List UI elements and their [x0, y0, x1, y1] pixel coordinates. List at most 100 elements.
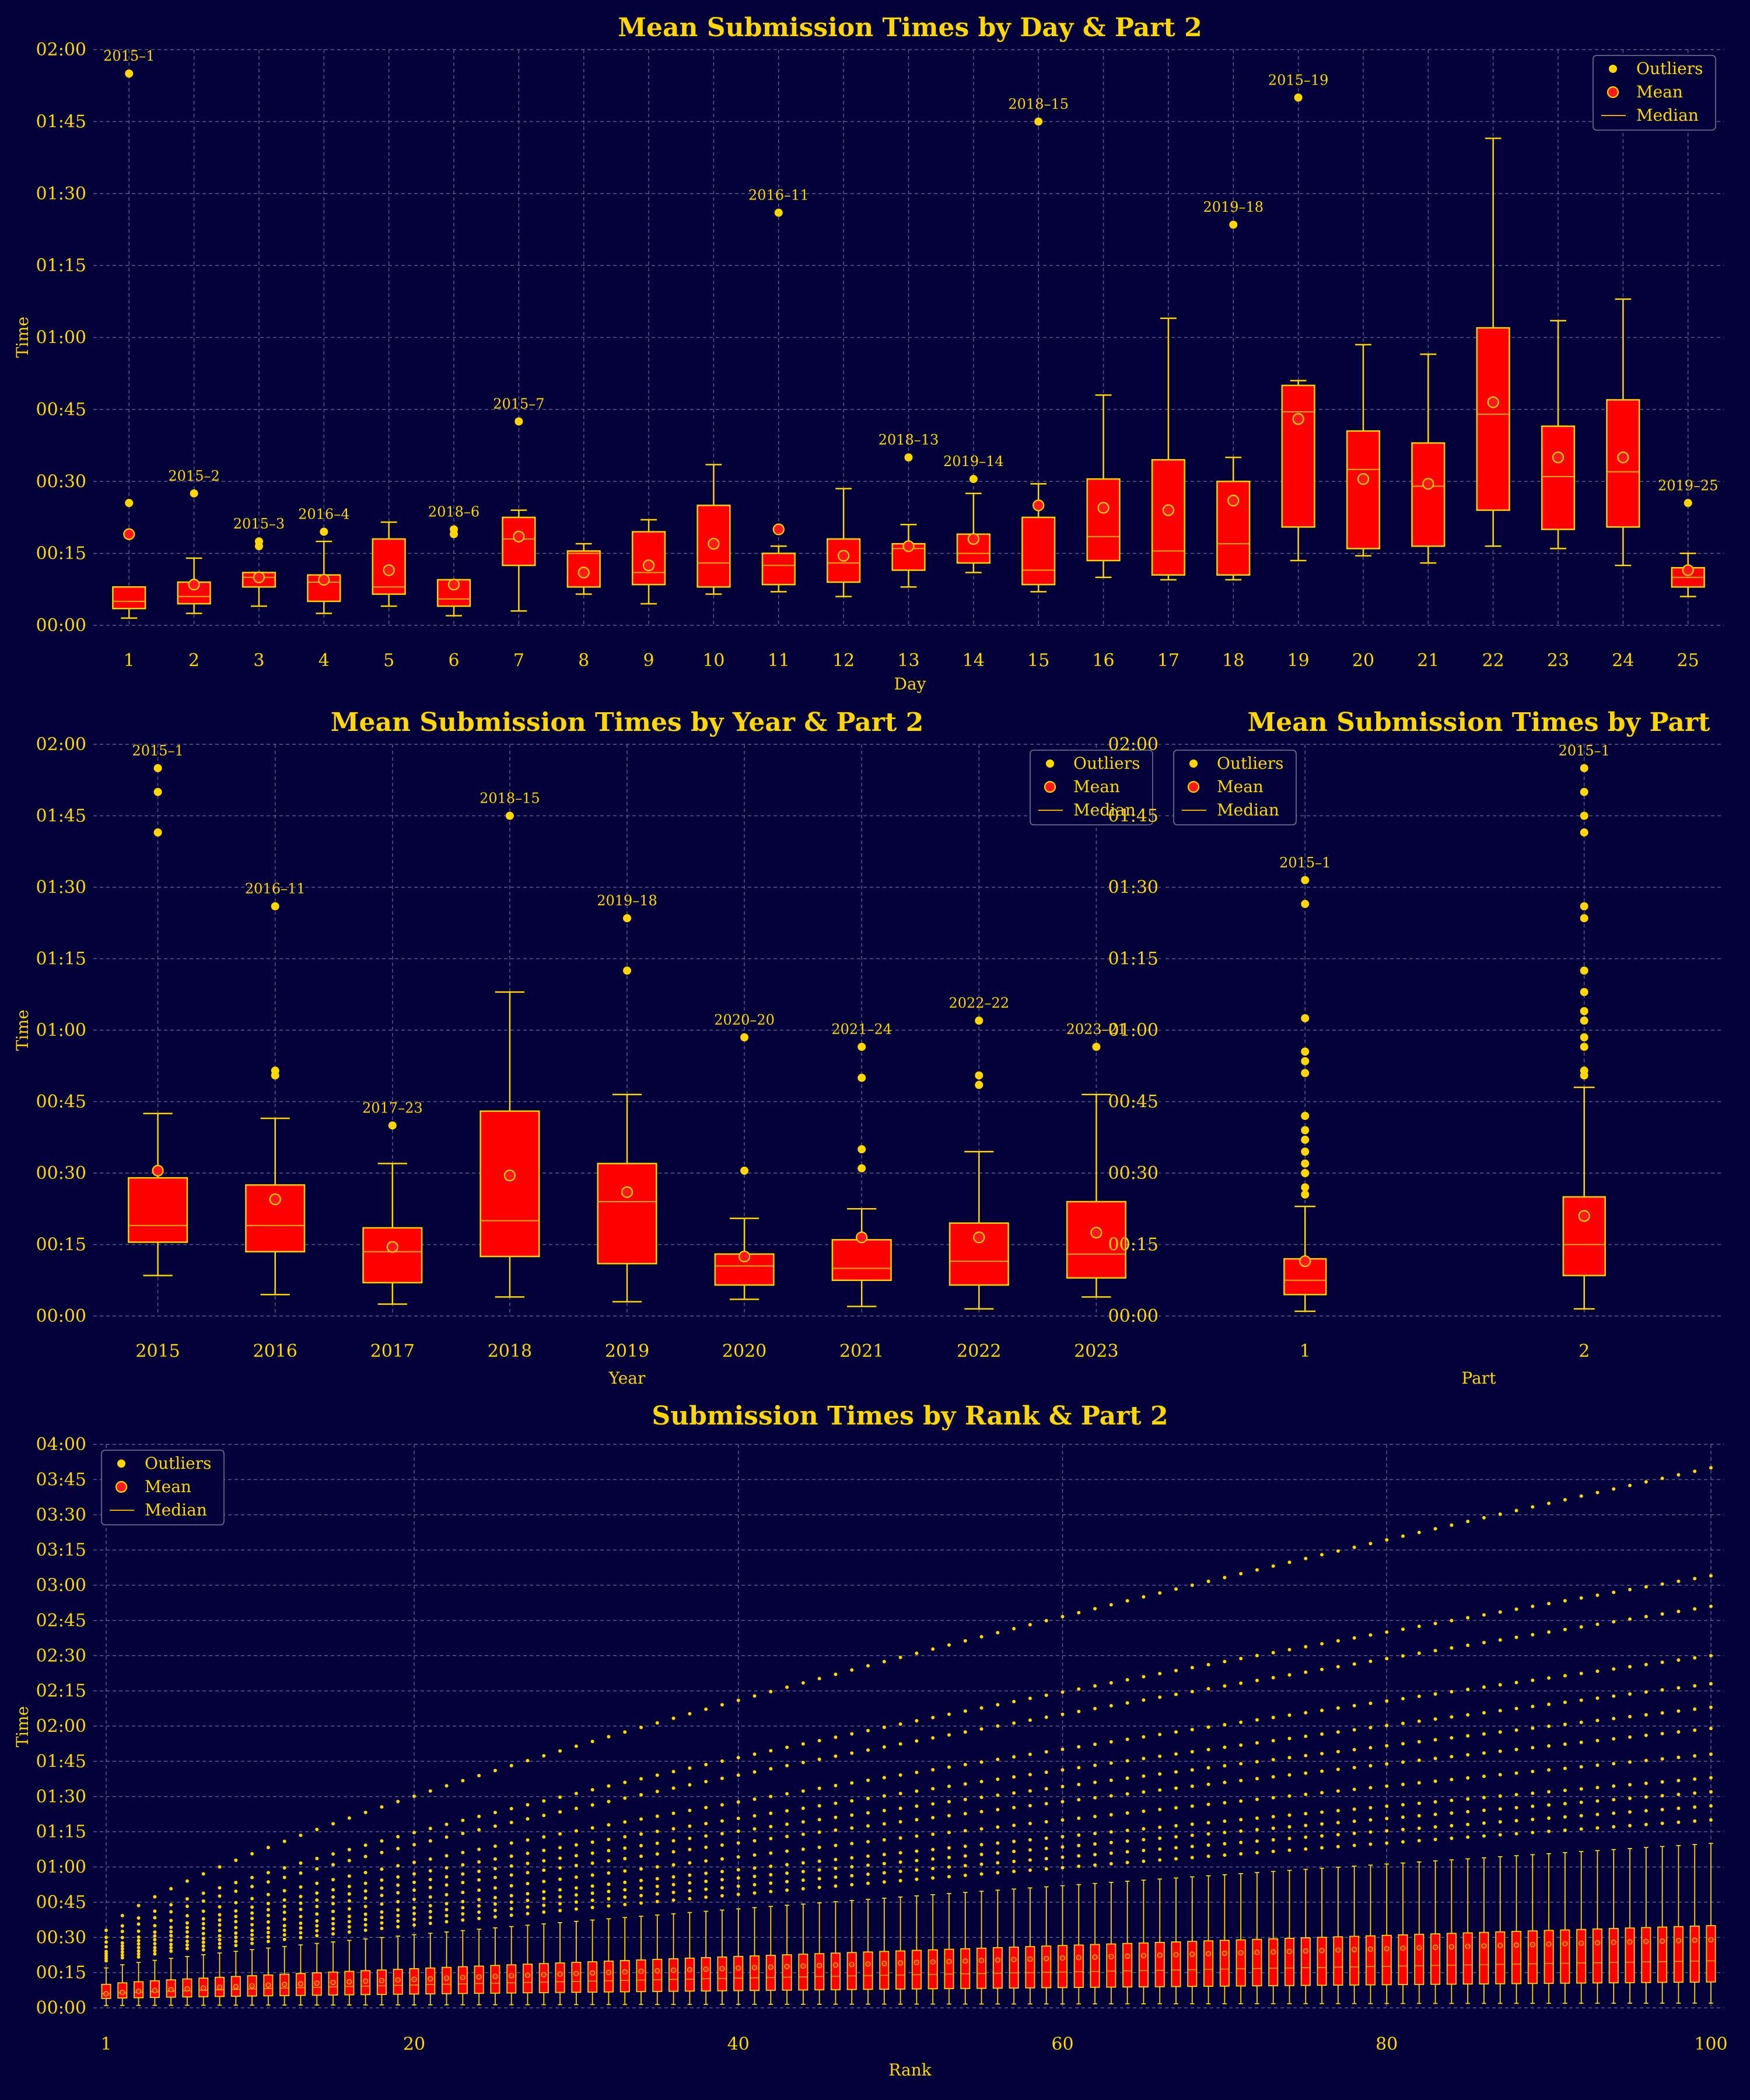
- outlier-point: [1482, 1516, 1486, 1520]
- outlier-point: [1531, 1817, 1535, 1821]
- outlier-point: [396, 1800, 400, 1804]
- outlier-point: [1595, 1826, 1600, 1830]
- outlier-point: [1433, 1838, 1437, 1842]
- outlier-point: [704, 1895, 708, 1899]
- box-group: [295, 1833, 306, 2006]
- box-group: [684, 1712, 695, 2006]
- outlier-point: [1142, 1790, 1146, 1794]
- box-group: [376, 1805, 387, 2006]
- outlier-point: [688, 1783, 692, 1787]
- outlier-point: [1595, 1622, 1600, 1626]
- outlier-point: [1417, 1801, 1421, 1805]
- box-iqr: [112, 586, 146, 610]
- outlier-point: [444, 1835, 449, 1839]
- outlier-point: [607, 1784, 611, 1788]
- box-iqr: [1462, 1932, 1473, 1985]
- outlier-point: [1255, 1568, 1259, 1572]
- outlier-point: [363, 1843, 368, 1847]
- outlier-point: [169, 1930, 173, 1934]
- y-tick-label: 01:45: [36, 111, 86, 132]
- outlier-point: [1158, 1836, 1162, 1840]
- box-group: [538, 1754, 549, 2006]
- outlier-point: [1628, 1810, 1632, 1814]
- outlier-point: [752, 1891, 757, 1895]
- outlier-point: [1012, 1860, 1016, 1864]
- outlier-point: [120, 1929, 124, 1933]
- outlier-point: [1109, 1761, 1113, 1765]
- outlier-point: [1498, 1610, 1502, 1614]
- mean-marker: [1032, 499, 1045, 512]
- outlier-point: [996, 1825, 1000, 1829]
- outlier-point: [1142, 1675, 1146, 1679]
- outlier-point: [347, 1920, 351, 1924]
- outlier-point: [1595, 1669, 1600, 1673]
- outlier-point: [915, 1804, 919, 1808]
- outlier-point: [1229, 220, 1238, 229]
- outlier-point: [1547, 1601, 1551, 1605]
- outlier-point: [639, 1832, 643, 1836]
- outlier-point: [1320, 1642, 1324, 1646]
- mean-marker: [428, 1976, 433, 1982]
- outlier-point: [947, 1856, 951, 1860]
- outlier-point: [574, 1854, 578, 1858]
- y-tick-label: 00:45: [1108, 1092, 1158, 1112]
- outlier-point: [1125, 1759, 1129, 1763]
- outlier-point: [1271, 1838, 1275, 1842]
- outlier-point: [1612, 1694, 1616, 1698]
- outlier-point: [396, 1883, 400, 1887]
- outlier-point: [428, 1869, 432, 1873]
- outlier-point: [752, 1770, 757, 1774]
- outlier-point: [963, 1864, 967, 1868]
- outlier-point: [574, 1886, 578, 1890]
- outlier-point: [1676, 1820, 1681, 1824]
- outlier-point: [136, 1938, 141, 1943]
- outlier-point: [1125, 1792, 1129, 1796]
- outlier-point: [542, 1890, 546, 1894]
- outlier-point: [736, 1817, 740, 1821]
- outlier-point: [1336, 1549, 1340, 1553]
- outlier-point: [153, 1945, 157, 1950]
- outlier-point: [817, 1818, 821, 1822]
- outlier-point: [1239, 1840, 1243, 1845]
- outlier-point: [1223, 1660, 1227, 1664]
- outlier-point: [898, 1773, 902, 1777]
- mean-marker: [1708, 1937, 1714, 1943]
- outlier-point: [607, 1859, 611, 1863]
- mean-marker: [622, 1969, 628, 1975]
- outlier-point: [120, 1913, 124, 1917]
- chart-part: Mean Submission Times by Part00:0000:150…: [1108, 708, 1724, 1388]
- box-group: [631, 519, 666, 605]
- mean-marker: [946, 1958, 952, 1965]
- outlier-point: [1417, 1826, 1421, 1831]
- outlier-point: [1368, 1786, 1373, 1790]
- box-group: 2015–1: [1279, 855, 1331, 1312]
- outlier-point: [1255, 1777, 1259, 1781]
- outlier-point: [688, 1889, 692, 1893]
- outlier-point: [1644, 1713, 1648, 1717]
- outlier-point: [1660, 1821, 1664, 1825]
- outlier-point: [704, 1780, 708, 1784]
- outlier-point: [477, 1878, 481, 1882]
- outlier-point: [915, 1770, 919, 1774]
- outlier-point: [477, 1904, 481, 1908]
- outlier-point: [331, 1932, 335, 1936]
- outlier-point: [331, 1917, 335, 1921]
- box-iqr: [1365, 1935, 1376, 1986]
- mean-marker: [670, 1967, 677, 1973]
- outlier-point: [266, 1846, 270, 1850]
- box-group: [1138, 1595, 1149, 2005]
- outlier-point: [380, 1850, 384, 1854]
- outlier-point: [1012, 1721, 1016, 1725]
- outlier-point: [898, 1836, 902, 1840]
- mean-marker: [736, 1965, 741, 1971]
- mean-marker: [513, 530, 525, 542]
- outlier-point: [1109, 1681, 1113, 1685]
- outlier-point: [1142, 1774, 1146, 1778]
- outlier-point: [380, 1902, 384, 1906]
- box-iqr: [1025, 1946, 1035, 1989]
- outlier-point: [1684, 499, 1692, 508]
- box-group: 2016–11: [245, 881, 306, 1296]
- outlier-point: [979, 1862, 984, 1866]
- outlier-point: [1531, 1633, 1535, 1637]
